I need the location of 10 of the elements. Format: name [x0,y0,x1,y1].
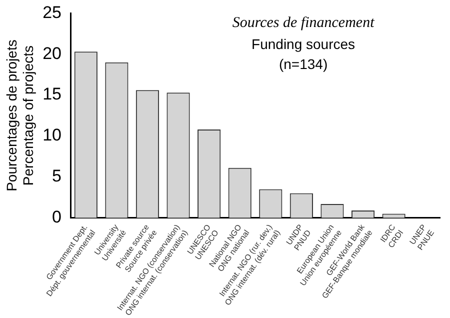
y-axis-title: Pourcentages de projets Percentage of projects [3,40,36,192]
annotation: (n=134) [278,56,328,72]
y-tick-label: 25 [42,2,62,22]
chart-title: Sources de financement [232,15,376,32]
text: Funding sources [252,36,356,52]
y-tick-label: 15 [42,84,62,104]
y-tick-label: 0 [52,208,62,227]
y-tick-label: 5 [52,166,62,186]
y-tick-label: 20 [42,44,62,63]
y-tick-label: 10 [42,126,62,145]
